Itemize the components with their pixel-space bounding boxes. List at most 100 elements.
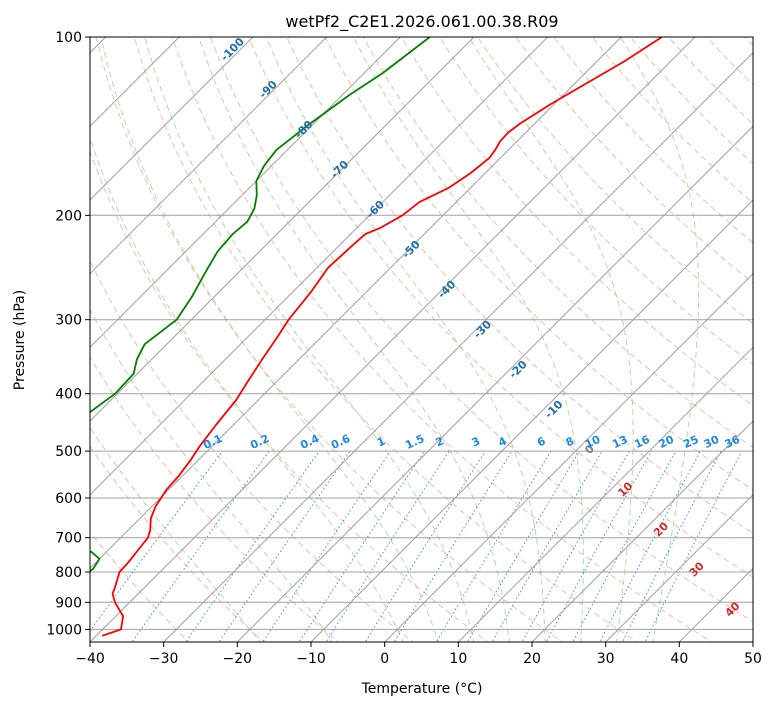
dry-adiabat-label: -10 [542,398,565,421]
x-tick-label: 30 [597,651,615,667]
dry-adiabat-line [362,37,753,449]
y-axis: 100 200 300 400 500 600 700 800 900 1000 [46,30,90,638]
y-tick-label: 900 [55,595,82,611]
dry-adiabat-label: 30 [687,559,707,579]
y-tick-label: 400 [55,387,82,403]
mixing-ratio-label: 1.5 [403,432,426,452]
x-tick-label: 50 [744,651,762,667]
isotherm-line [531,420,753,642]
mixing-ratio-label: 20 [657,433,677,451]
mixing-ratio-label: 6 [535,434,548,449]
dry-adiabat-line [324,37,753,491]
mixing-ratio-label: 4 [496,434,509,449]
mixing-ratio-line [185,450,320,642]
mixing-ratio-line [364,450,486,642]
dry-adiabat-line [477,37,753,325]
mixing-ratio-line [90,450,223,632]
x-tick-label: 0 [380,651,389,667]
mixing-ratio-label: 0.2 [248,432,271,452]
isotherm-line [90,37,549,496]
dry-adiabat-line [248,37,753,578]
mixing-ratio-line [466,450,580,642]
isotherm-line [752,641,753,642]
dry-adiabat-line [133,37,638,642]
mixing-ratio-line [262,450,392,642]
dry-adiabat-label: -50 [400,238,423,261]
y-tick-label: 600 [55,491,82,507]
x-tick-label: −20 [223,651,253,667]
mixing-ratio-label: 25 [681,433,700,451]
y-tick-label: 700 [55,531,82,547]
mixing-ratio-line [218,450,351,642]
y-axis-label: Pressure (hPa) [12,290,28,390]
isotherm-line [90,37,328,275]
isotherm-line [90,37,401,349]
mixing-ratio-line [621,450,722,642]
isotherm-line [678,567,753,642]
dry-adiabat-label: -30 [471,318,494,341]
isotherm-line [310,199,753,642]
mixing-ratio-label: 3 [470,434,482,449]
dry-adiabat-line [90,259,414,642]
mixing-ratio-line [298,450,425,642]
moist-adiabat-line [90,426,261,642]
background-lines [90,37,753,642]
dry-adiabat-line [438,37,753,366]
mixing-ratio-line [435,450,552,642]
moist-adiabat-line [90,308,333,642]
mixing-ratio-label: 0.6 [329,432,352,452]
y-tick-label: 300 [55,313,82,329]
dry-adiabat-line [400,37,753,407]
mixing-ratio-label: 36 [723,433,743,451]
isotherm-line [605,493,753,642]
x-tick-label: 20 [523,651,541,667]
dry-adiabat-line [744,37,753,47]
dry-adiabat-line [553,37,753,244]
dry-adiabat-line [90,531,190,642]
mixing-ratio-line [572,450,677,642]
y-tick-label: 100 [55,30,82,46]
x-tick-label: −40 [75,651,105,667]
mixing-ratio-label: 13 [610,433,629,451]
data-series [90,37,663,637]
mixing-ratio-label: 16 [632,433,652,451]
dry-adiabat-line [90,445,265,642]
x-axis-label: Temperature (°C) [361,681,483,697]
y-tick-label: 500 [55,444,82,460]
y-tick-label: 1000 [46,622,82,638]
isotherm-line [163,51,753,642]
moist-adiabat-line [198,37,510,642]
mixing-ratio-line [325,450,450,642]
isotherm-line [90,37,696,642]
moist-adiabat-line [620,37,700,642]
x-tick-label: 10 [449,651,467,667]
x-tick-label: 40 [670,651,688,667]
mixing-ratio-line [393,450,513,642]
moist-adiabat-line [90,136,404,642]
isotherm-line [90,37,475,422]
dry-adiabat-label: -70 [328,158,351,181]
mixing-ratio-label: 10 [583,433,603,451]
mixing-ratio-label: 30 [702,433,722,451]
grid-lines [90,37,753,642]
mixing-ratio-label: 0.1 [201,432,224,452]
mixing-ratio-label: 2 [434,434,446,449]
isotherm-line [236,125,753,642]
plot-frame [89,36,754,643]
x-tick-label: −30 [149,651,179,667]
isotherm-line [90,37,254,201]
mixing-ratio-label: 0.4 [298,432,321,452]
dry-adiabat-line [286,37,753,534]
isotherm-line [384,272,753,642]
moist-adiabat-line [100,37,440,642]
dry-adiabat-line [171,37,713,642]
moist-adiabat-line [353,37,584,642]
dewpoint-profile-line [90,37,431,573]
mixing-ratio-line [131,450,270,642]
x-axis: −40 −30 −20 −10 0 10 20 30 40 50 [75,642,762,667]
line-annotations: -100-90-80-70-60-50-40-30-20-10010203040… [201,35,742,620]
isotherm-line [90,37,622,570]
isotherm-line [457,346,753,642]
mixing-ratio-label: 1 [375,434,387,449]
